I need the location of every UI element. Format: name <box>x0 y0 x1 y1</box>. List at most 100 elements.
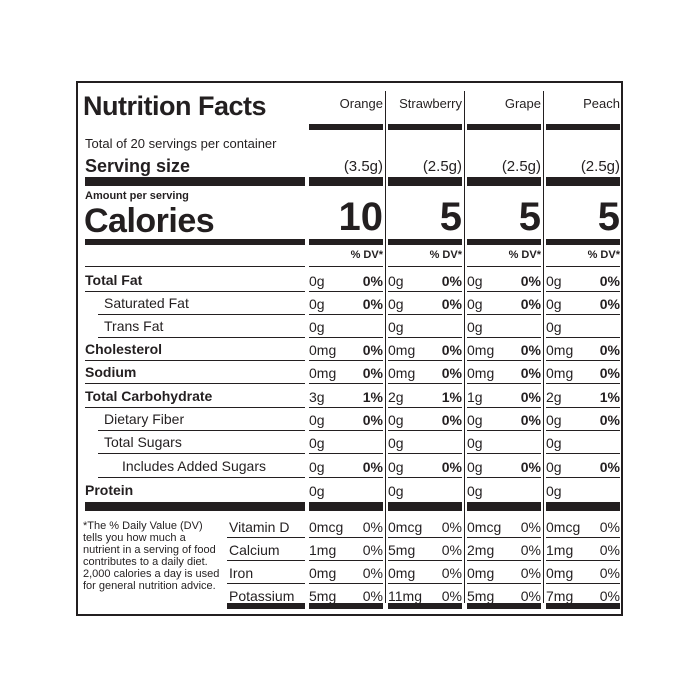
vitamin-amount: 1mg <box>546 542 574 558</box>
nutrient-amount: 0mg <box>388 365 416 381</box>
nutrient-label: Includes Added Sugars <box>122 458 266 474</box>
vitamin-row-divider <box>388 560 462 561</box>
vitamin-amount: 1mg <box>309 542 337 558</box>
nutrient-dv: 0% <box>599 273 620 289</box>
vitamin-dv: 0% <box>362 519 383 535</box>
nutrient-amount: 0mg <box>467 342 495 358</box>
nutrient-amount: 0g <box>467 412 483 428</box>
vitamin-row-divider <box>467 537 541 538</box>
nutrient-amount: 0mg <box>309 342 337 358</box>
vitamin-dv: 0% <box>520 565 541 581</box>
vitamin-dv: 0% <box>441 588 462 604</box>
panel-title: Nutrition Facts <box>83 91 267 121</box>
vitamin-dv: 0% <box>599 588 620 604</box>
serving-size-value: (2.5g) <box>422 158 462 175</box>
calories-value: 5 <box>439 195 462 239</box>
row-divider <box>546 477 620 478</box>
nutrient-dv: 0% <box>362 296 383 312</box>
row-divider <box>98 314 305 315</box>
row-divider <box>388 477 462 478</box>
nutrient-amount: 0g <box>546 319 562 335</box>
vitamin-dv: 0% <box>520 588 541 604</box>
thick-rule-protein-col <box>388 502 462 511</box>
bottom-rule-col <box>388 603 462 609</box>
nutrient-label: Total Sugars <box>104 434 182 450</box>
amount-per-serving: Amount per serving <box>85 190 189 202</box>
column-divider <box>385 91 386 603</box>
nutrient-amount: 0g <box>467 296 483 312</box>
nutrient-dv: 0% <box>599 296 620 312</box>
thick-rule-serving <box>388 177 462 186</box>
column-header-rule <box>309 124 383 130</box>
row-divider <box>546 383 620 384</box>
vitamin-dv: 0% <box>520 542 541 558</box>
vitamin-amount: 0mg <box>467 565 495 581</box>
vitamin-label: Potassium <box>229 588 295 604</box>
nutrient-dv: 0% <box>599 459 620 475</box>
nutrient-dv: 1% <box>441 389 462 405</box>
vitamin-amount: 0mcg <box>388 519 423 535</box>
nutrient-dv: 0% <box>441 365 462 381</box>
vitamin-row-divider <box>388 583 462 584</box>
column-divider <box>543 91 544 603</box>
servings-per-container: Total of 20 servings per container <box>85 136 277 151</box>
calories-label: Calories <box>84 202 215 240</box>
nutrient-dv: 0% <box>520 365 541 381</box>
nutrient-amount: 0g <box>388 435 404 451</box>
nutrient-dv: 0% <box>441 296 462 312</box>
nutrient-amount: 0g <box>309 412 325 428</box>
row-divider <box>388 430 462 431</box>
row-divider <box>467 430 541 431</box>
nutrient-amount: 0g <box>309 273 325 289</box>
row-divider <box>388 407 462 408</box>
vitamin-amount: 5mg <box>309 588 337 604</box>
row-divider <box>546 337 620 338</box>
nutrient-amount: 0g <box>546 296 562 312</box>
vitamin-dv: 0% <box>362 542 383 558</box>
row-divider <box>546 453 620 454</box>
nutrient-amount: 0g <box>388 296 404 312</box>
vitamin-dv: 0% <box>441 542 462 558</box>
row-divider <box>546 407 620 408</box>
vitamin-dv: 0% <box>599 542 620 558</box>
row-divider <box>467 337 541 338</box>
vitamin-row-divider <box>227 537 305 538</box>
nutrient-amount: 0g <box>309 435 325 451</box>
vitamin-row-divider <box>309 537 383 538</box>
row-divider <box>309 407 383 408</box>
vitamin-row-divider <box>546 560 620 561</box>
nutrient-amount: 1g <box>467 389 483 405</box>
row-divider <box>309 453 383 454</box>
row-divider <box>467 360 541 361</box>
row-divider <box>388 360 462 361</box>
thick-rule-protein <box>85 502 305 511</box>
vitamin-label: Iron <box>229 565 254 581</box>
nutrient-amount: 0g <box>388 273 404 289</box>
row-divider <box>388 314 462 315</box>
nutrient-amount: 0g <box>309 483 325 499</box>
vitamin-amount: 5mg <box>388 542 416 558</box>
vitamin-row-divider <box>546 583 620 584</box>
nutrient-amount: 0g <box>388 483 404 499</box>
row-divider <box>85 360 305 361</box>
vitamin-label: Calcium <box>229 542 280 558</box>
row-divider <box>98 430 305 431</box>
nutrient-dv: 0% <box>520 459 541 475</box>
nutrient-dv: 0% <box>599 365 620 381</box>
dv-footnote: *The % Daily Value (DV) tells you how mu… <box>83 520 220 592</box>
vitamin-amount: 0mg <box>546 565 574 581</box>
row-divider <box>98 453 305 454</box>
vitamin-amount: 2mg <box>467 542 495 558</box>
nutrient-amount: 3g <box>309 389 325 405</box>
vitamin-dv: 0% <box>441 519 462 535</box>
vitamin-amount: 0mcg <box>467 519 502 535</box>
thick-rule-serving <box>467 177 541 186</box>
nutrient-amount: 0g <box>467 459 483 475</box>
column-header-rule <box>467 124 541 130</box>
thick-rule-serving <box>309 177 383 186</box>
vitamin-row-divider <box>546 537 620 538</box>
row-divider <box>388 337 462 338</box>
rule-dv-header-col <box>309 266 383 267</box>
nutrient-amount: 0g <box>467 483 483 499</box>
nutrient-dv: 0% <box>520 342 541 358</box>
